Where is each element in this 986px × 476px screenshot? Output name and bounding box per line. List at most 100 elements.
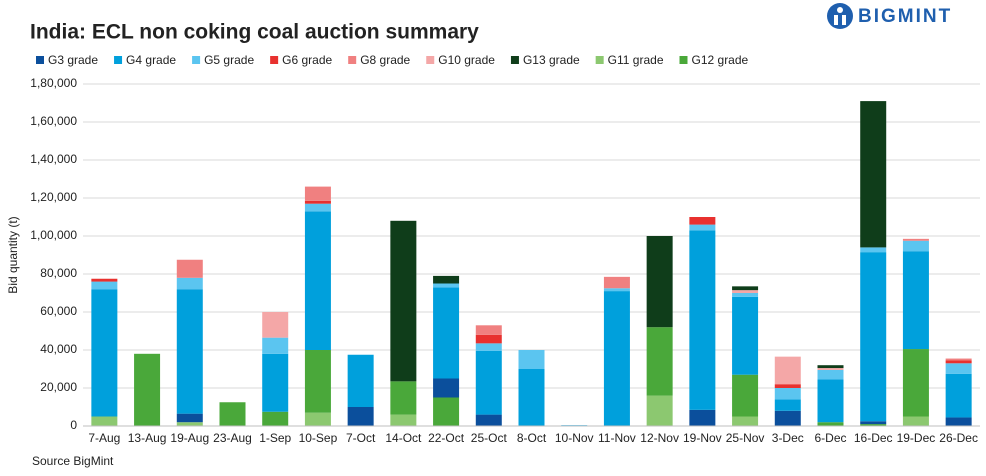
bar-segment xyxy=(902,251,929,350)
legend-label: G11 grade xyxy=(608,53,664,67)
bar-segment xyxy=(262,337,289,354)
chart-title: India: ECL non coking coal auction summa… xyxy=(30,21,479,44)
bar-segment xyxy=(603,291,630,426)
bar-segment xyxy=(774,410,801,426)
x-tick-label: 25-Oct xyxy=(471,431,508,445)
bar-segment xyxy=(91,289,118,417)
x-tick-label: 11-Nov xyxy=(598,431,636,445)
bar-segment xyxy=(732,286,759,291)
bar-segment xyxy=(902,240,929,252)
y-axis-label: Bid quantity (t) xyxy=(6,216,20,293)
bar-segment xyxy=(475,350,502,415)
x-tick-label: 7-Aug xyxy=(88,431,120,445)
legend-swatch xyxy=(192,56,201,64)
bar-segment xyxy=(304,412,331,426)
legend-swatch xyxy=(426,56,435,64)
bar-segment xyxy=(902,416,929,426)
logo-text: BIGMINT xyxy=(858,6,952,27)
x-tick-label: 8-Oct xyxy=(517,431,547,445)
bar-segment xyxy=(732,416,759,426)
y-tick-label: 1,40,000 xyxy=(30,152,77,166)
bar-segment xyxy=(774,356,801,385)
x-tick-label: 22-Oct xyxy=(428,431,465,445)
bar-segment xyxy=(433,275,460,284)
x-tick-label: 23-Aug xyxy=(213,431,252,445)
x-tick-label: 6-Dec xyxy=(814,431,846,445)
bar-segment xyxy=(347,407,374,426)
bar-segment xyxy=(433,397,460,426)
bar-segment xyxy=(603,276,630,289)
bar-segment xyxy=(732,293,759,297)
bar-segment xyxy=(689,230,716,410)
bar-segment xyxy=(603,288,630,292)
x-tick-label: 19-Dec xyxy=(897,431,936,445)
legend-label: G5 grade xyxy=(204,53,254,67)
x-tick-label: 10-Sep xyxy=(299,431,338,445)
bar-segment xyxy=(176,289,203,414)
bar-segment xyxy=(860,247,887,253)
bar-segment xyxy=(860,101,887,248)
bar-segment xyxy=(91,278,118,282)
bar-segment xyxy=(475,414,502,426)
legend-label: G6 grade xyxy=(282,53,332,67)
bar-segment xyxy=(176,259,203,278)
legend-swatch xyxy=(36,56,44,64)
legend-label: G12 grade xyxy=(692,53,749,67)
bar-segment xyxy=(817,369,844,380)
legend-swatch xyxy=(270,56,279,64)
legend-label: G4 grade xyxy=(126,53,176,67)
legend-swatch xyxy=(114,56,123,64)
legend-swatch xyxy=(510,56,519,64)
x-tick-label: 19-Nov xyxy=(683,431,722,445)
bar-segment xyxy=(475,334,502,344)
bar-segment xyxy=(390,220,417,382)
bar-segment xyxy=(390,414,417,426)
x-tick-label: 3-Dec xyxy=(772,431,804,445)
bar-segment xyxy=(433,287,460,379)
bar-segment xyxy=(817,365,844,369)
y-tick-label: 1,80,000 xyxy=(30,76,77,90)
bar-segment xyxy=(304,203,331,212)
logo-icon-bar xyxy=(842,15,846,25)
bar-segment xyxy=(902,349,929,417)
legend-swatch xyxy=(348,56,357,64)
legend-swatch xyxy=(595,56,604,64)
bar-segment xyxy=(518,350,545,369)
bar-segment xyxy=(732,374,759,417)
bar-segment xyxy=(304,186,331,201)
x-tick-label: 13-Aug xyxy=(128,431,167,445)
bar-segment xyxy=(475,343,502,351)
bar-segment xyxy=(860,252,887,422)
x-tick-label: 14-Oct xyxy=(385,431,422,445)
bar-segment xyxy=(433,283,460,288)
bar-segment xyxy=(945,363,972,374)
bar-segment xyxy=(774,388,801,400)
bar-segment xyxy=(945,417,972,426)
bar-segment xyxy=(262,353,289,412)
legend-label: G13 grade xyxy=(523,53,580,67)
bar-segment xyxy=(304,211,331,350)
bar-segment xyxy=(774,384,801,388)
x-tick-label: 10-Nov xyxy=(555,431,594,445)
legend-label: G3 grade xyxy=(48,53,98,67)
bar-segment xyxy=(945,373,972,418)
bar-segment xyxy=(219,402,246,426)
y-tick-label: 0 xyxy=(70,418,77,432)
bar-segment xyxy=(646,327,673,396)
bar-segment xyxy=(689,409,716,426)
x-tick-label: 1-Sep xyxy=(259,431,291,445)
bar-segment xyxy=(518,369,545,426)
bar-segment xyxy=(774,399,801,411)
y-tick-label: 1,20,000 xyxy=(30,190,77,204)
logo-icon xyxy=(827,3,853,29)
bar-segment xyxy=(176,277,203,290)
y-tick-label: 1,60,000 xyxy=(30,114,77,128)
x-tick-label: 12-Nov xyxy=(640,431,679,445)
logo: BIGMINT xyxy=(827,3,952,29)
bar-segment xyxy=(689,224,716,231)
legend-label: G8 grade xyxy=(360,53,410,67)
bar-segment xyxy=(732,296,759,375)
bar-segment xyxy=(262,312,289,338)
x-tick-label: 19-Aug xyxy=(170,431,209,445)
